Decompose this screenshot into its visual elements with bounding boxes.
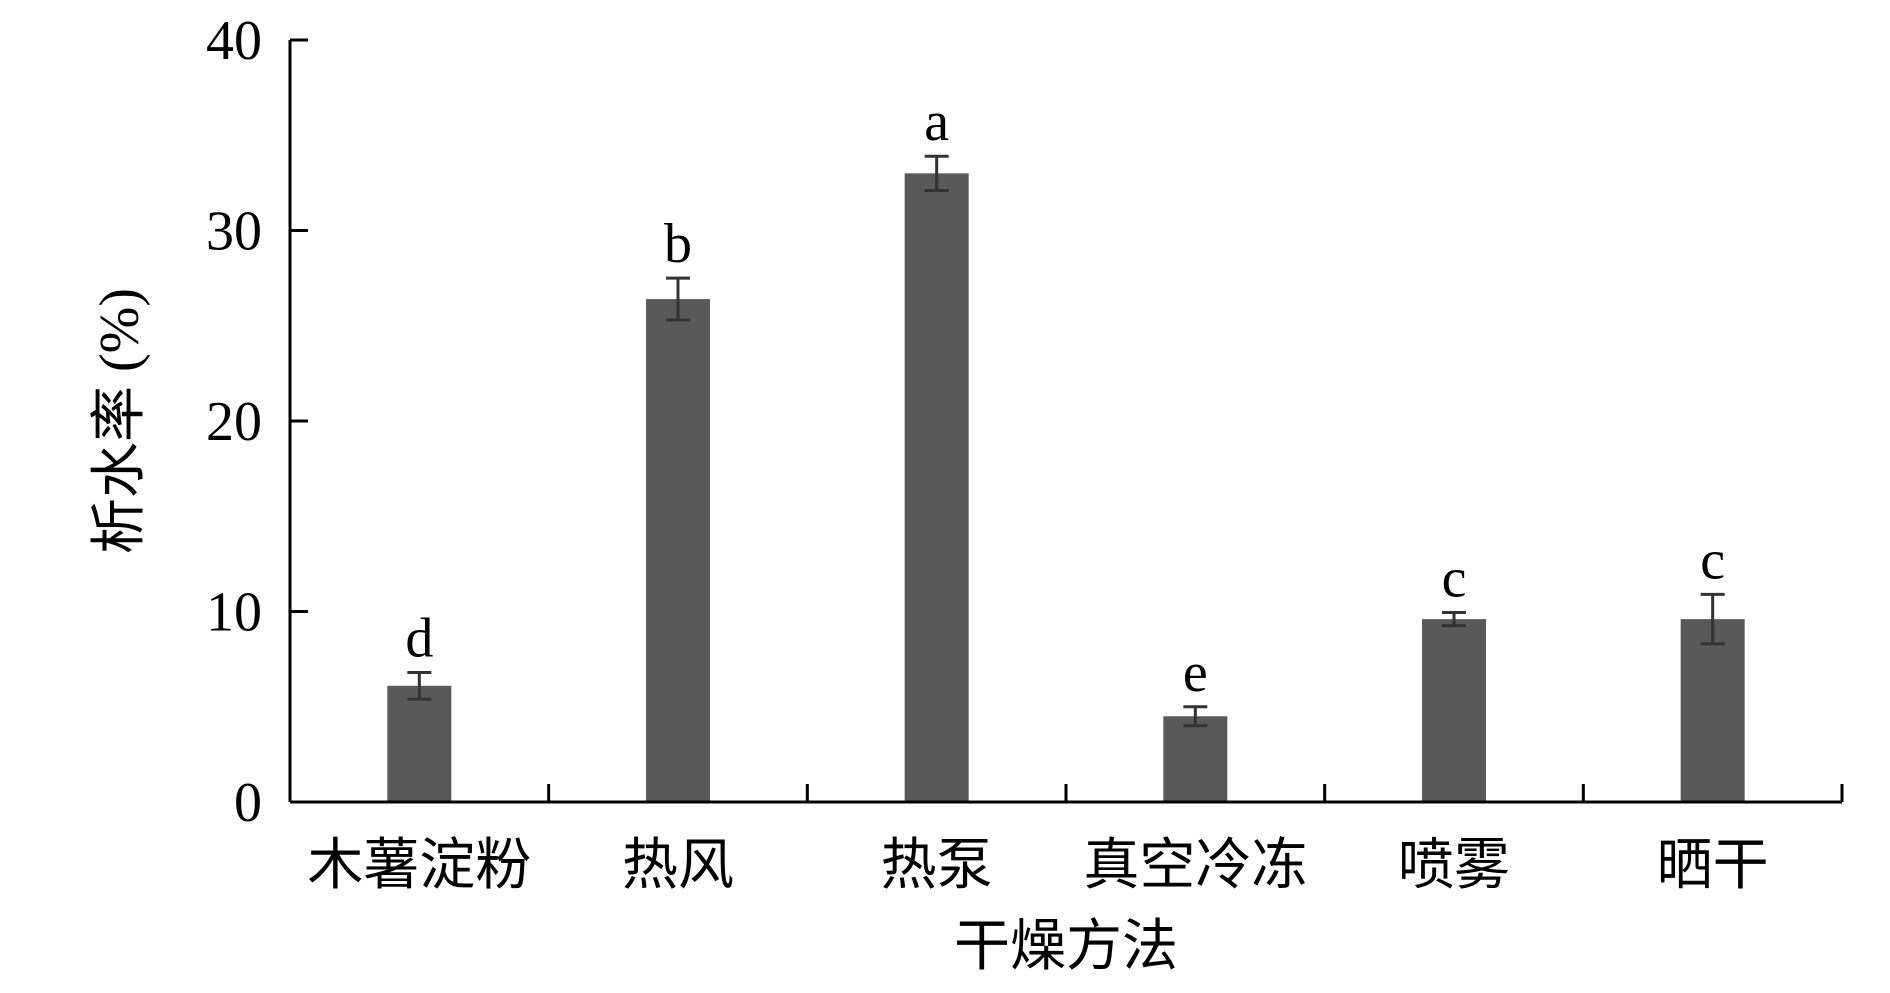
significance-letter: d <box>405 607 433 669</box>
y-tick-label: 0 <box>234 772 262 834</box>
x-tick-label: 喷雾 <box>1398 835 1510 897</box>
bar <box>646 299 710 802</box>
significance-letter: c <box>1700 529 1725 591</box>
x-axis-title: 干燥方法 <box>954 916 1178 978</box>
x-tick-label: 木薯淀粉 <box>307 835 531 897</box>
x-tick-label: 热泵 <box>881 835 993 897</box>
y-tick-label: 30 <box>206 201 262 263</box>
significance-letter: b <box>664 213 692 275</box>
x-ticks-layer <box>547 784 1844 802</box>
y-ticks-layer: 0 10 20 30 40 <box>206 10 308 834</box>
bar <box>1422 619 1486 802</box>
bar <box>1680 619 1745 802</box>
y-tick-label: 20 <box>206 391 262 453</box>
significance-letter: a <box>924 91 949 153</box>
x-tick-label: 热风 <box>622 835 734 897</box>
y-tick-label: 40 <box>206 10 262 72</box>
labels-layer: d 木薯淀粉 b 热风 a 热泵 e 真空冷冻 c 喷雾 c 晒干 <box>307 91 1768 897</box>
x-tick-label: 真空冷冻 <box>1083 835 1307 897</box>
significance-letter: c <box>1442 547 1467 609</box>
y-tick-label: 10 <box>206 582 262 644</box>
bar <box>387 685 452 802</box>
x-tick-label: 晒干 <box>1657 835 1769 897</box>
bar <box>1163 716 1228 802</box>
axes-layer <box>288 40 1842 804</box>
error-bars-layer <box>407 154 1725 728</box>
bars-layer <box>387 173 1745 803</box>
y-axis-title: 析水率 (%) <box>89 288 151 554</box>
significance-letter: e <box>1183 642 1208 704</box>
bar <box>904 173 969 803</box>
